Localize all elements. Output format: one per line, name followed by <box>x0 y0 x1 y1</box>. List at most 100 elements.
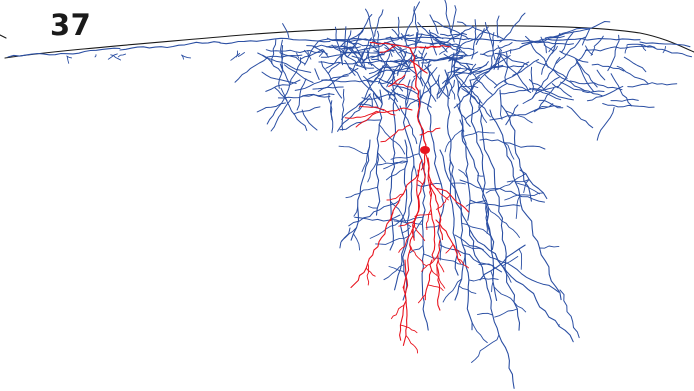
axon-side-branch <box>390 201 412 228</box>
axon-upper-plexus-branch <box>306 44 361 50</box>
dendritic-twig <box>436 264 438 276</box>
axon-upper-plexus-branch <box>461 88 491 118</box>
axon-descending-collateral <box>499 89 532 202</box>
oblique-dendrite <box>393 83 416 91</box>
axon-side-branch <box>423 253 464 265</box>
axon-upper-plexus-branch <box>330 100 334 134</box>
axon-dense-cluster-branch <box>432 38 465 53</box>
axon-side-branch <box>453 64 488 71</box>
soma-body <box>420 146 430 154</box>
axon-upper-plexus-branch <box>293 106 321 115</box>
axon-side-branch <box>506 178 530 183</box>
axon-dense-cluster-branch <box>363 53 385 61</box>
axon-side-branch <box>458 169 469 179</box>
oblique-dendrite <box>359 105 396 116</box>
axon-upper-plexus-branch <box>421 52 428 69</box>
axon-upper-plexus-branch <box>448 79 455 97</box>
apical-tuft-branch <box>419 45 451 49</box>
axon-lateral-collateral <box>354 214 401 222</box>
axon-upper-plexus-branch <box>389 60 408 62</box>
dendritic-twig <box>452 243 462 257</box>
axon-upper-plexus-branch <box>536 61 585 91</box>
axon-dense-cluster-branch <box>326 45 353 50</box>
axon-upper-plexus-branch <box>296 78 307 111</box>
axon-upper-plexus-branch <box>300 49 323 60</box>
axon-surface-spur <box>117 53 127 58</box>
axon-upper-plexus-branch <box>469 55 511 81</box>
axon-side-branch <box>504 192 544 201</box>
axon-upper-plexus-branch <box>278 39 284 89</box>
axon-upper-plexus-branch <box>312 86 344 90</box>
axon-dense-cluster-branch <box>345 30 352 55</box>
axon-upper-plexus-branch <box>596 69 606 81</box>
axon-side-branch <box>419 80 429 110</box>
axon-upper-plexus-branch <box>314 68 320 80</box>
axon-dense-cluster-branch <box>450 5 457 34</box>
axon-dense-cluster-branch <box>366 63 386 81</box>
axon-side-branch <box>377 152 387 163</box>
axon-upper-plexus-branch <box>584 45 656 52</box>
axon-side-branch <box>409 244 424 254</box>
axon-upper-plexus-branch <box>607 34 620 72</box>
axon-upper-plexus-branch <box>397 93 432 108</box>
basal-dendrite <box>412 169 420 241</box>
dendritic-twig <box>398 229 413 253</box>
axon-upper-plexus-branch <box>321 79 375 83</box>
axon-lateral-collateral <box>339 227 351 249</box>
oblique-dendrite <box>344 107 413 119</box>
axon-upper-plexus-branch <box>559 50 589 63</box>
axon-upper-plexus-branch <box>340 28 365 48</box>
axon-descending-collateral <box>417 89 429 331</box>
axon-upper-plexus-branch <box>556 36 586 64</box>
axon-lateral-collateral <box>459 179 545 203</box>
axon-surface-spur <box>307 49 309 57</box>
axon-upper-plexus-branch <box>591 63 625 72</box>
axon-dense-cluster-branch <box>370 44 396 75</box>
axon-upper-plexus-branch <box>581 28 590 46</box>
dendritic-twig <box>365 267 376 277</box>
axon-upper-plexus-branch <box>390 44 424 87</box>
basal-dendrite <box>390 159 423 222</box>
axon-dense-cluster-branch <box>436 74 440 100</box>
axon-surface-spur <box>230 52 241 61</box>
axon-side-branch <box>462 244 484 250</box>
dendritic-twig <box>398 219 416 227</box>
axon-side-branch <box>390 153 420 160</box>
axon-dense-cluster-branch <box>429 32 444 40</box>
dendritic-twig <box>399 324 418 334</box>
oblique-dendrite <box>355 111 381 128</box>
axon-descending-collateral <box>454 249 466 301</box>
axon-horizontal-segment <box>539 37 641 41</box>
axon-side-branch <box>368 205 378 209</box>
apical-tuft-branch <box>388 74 406 87</box>
axon-upper-plexus-branch <box>560 31 575 54</box>
axon-upper-plexus-branch <box>277 93 335 99</box>
axon-side-branch <box>425 225 440 228</box>
dendritic-twig <box>421 254 439 272</box>
axon-upper-plexus-branch <box>593 35 604 47</box>
axon-dense-cluster-branch <box>365 8 375 46</box>
dendritic-twig <box>435 187 449 201</box>
axon-arbor <box>7 0 693 389</box>
axon-upper-plexus-branch <box>348 66 383 104</box>
axon-upper-plexus-branch <box>331 44 359 66</box>
axon-upper-plexus-branch <box>266 98 285 125</box>
axon-horizontal-segment <box>7 47 121 58</box>
axon-lateral-collateral <box>469 199 521 207</box>
dendritic-twig <box>412 224 426 242</box>
axon-upper-plexus-branch <box>384 41 428 62</box>
axon-upper-plexus-branch <box>282 23 290 38</box>
axon-side-branch <box>487 206 520 238</box>
basal-dendrite <box>435 219 462 264</box>
dendritic-twig <box>389 210 394 222</box>
dendritic-twig <box>386 193 404 201</box>
axon-side-branch <box>490 270 494 293</box>
axon-upper-plexus-branch <box>368 94 373 107</box>
axon-upper-plexus-branch <box>556 49 587 89</box>
axon-horizontal-segment <box>219 37 331 45</box>
dendritic-twig <box>416 179 423 185</box>
apical-tuft-branch <box>379 45 396 53</box>
axon-surface-spur <box>181 54 184 60</box>
axon-side-branch <box>462 131 495 137</box>
axon-upper-plexus-branch <box>270 99 292 132</box>
